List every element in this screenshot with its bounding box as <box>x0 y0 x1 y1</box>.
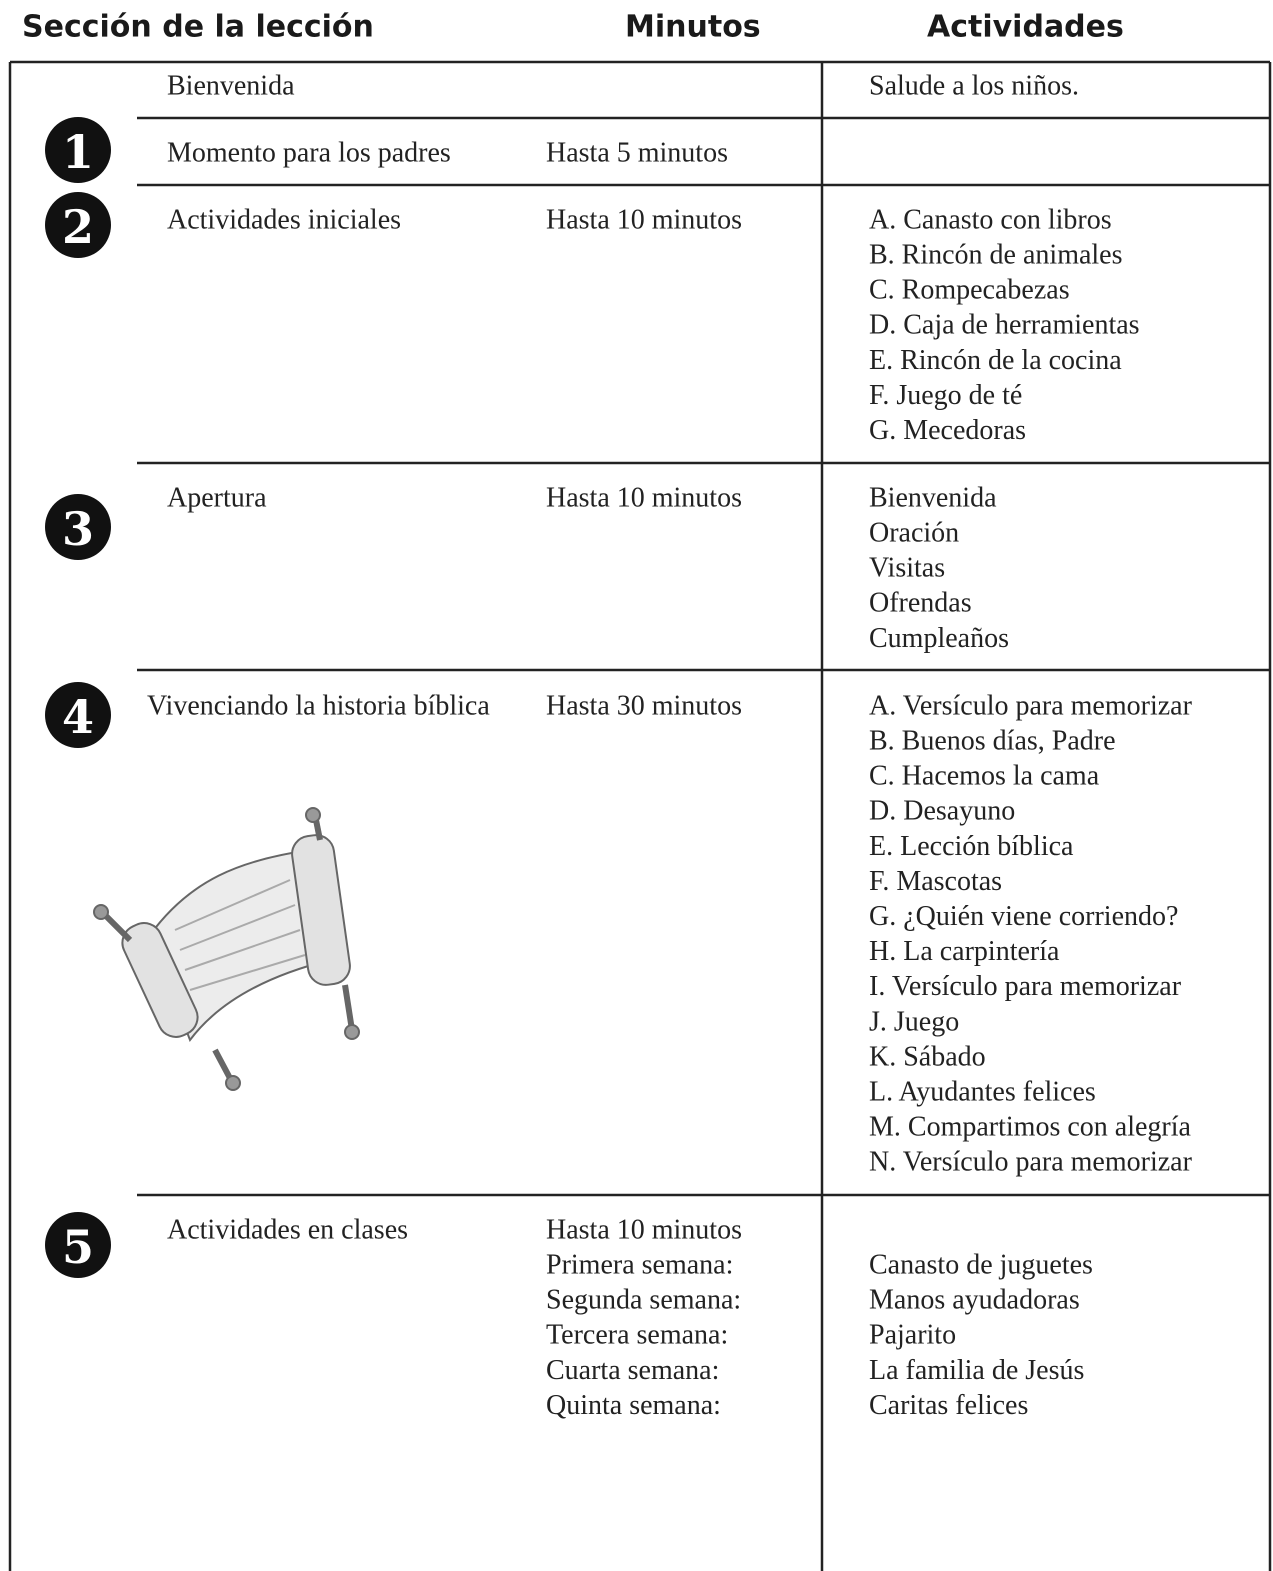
activity-line: B. Rincón de animales <box>869 240 1123 271</box>
activity-line: G. Mecedoras <box>869 415 1026 446</box>
activity-line: G. ¿Quién viene corriendo? <box>869 901 1178 932</box>
header-section: Sección de la lección <box>22 10 374 45</box>
activity-line: J. Juego <box>869 1006 959 1037</box>
section-name: Vivenciando la historia bíblica <box>147 690 490 721</box>
minutes-line: Primera semana: <box>546 1250 733 1281</box>
step-number: 3 <box>62 502 94 556</box>
step-badge <box>45 1212 111 1278</box>
activity-line: Caritas felices <box>869 1390 1028 1421</box>
activity-line: K. Sábado <box>869 1041 986 1072</box>
activity-line: L. Ayudantes felices <box>869 1077 1096 1108</box>
step-number: 4 <box>62 690 94 744</box>
section-name: Actividades en clases <box>167 1214 408 1245</box>
minutes-line: Hasta 10 minutos <box>546 1214 742 1245</box>
activity-line: E. Rincón de la cocina <box>869 345 1122 376</box>
table-frame <box>8 60 1272 1571</box>
minutes-line: Hasta 10 minutos <box>546 204 742 235</box>
activity-line: C. Hacemos la cama <box>869 761 1100 792</box>
activity-line: F. Juego de té <box>869 380 1022 411</box>
activity-line: Oración <box>869 518 959 549</box>
activity-line: Pajarito <box>869 1320 956 1351</box>
activity-line: Visitas <box>869 553 945 584</box>
activity-line: C. Rompecabezas <box>869 275 1070 306</box>
step-number: 1 <box>62 125 94 179</box>
header-activities: Actividades <box>927 10 1124 45</box>
step-badge <box>45 192 111 258</box>
activity-line: D. Desayuno <box>869 796 1015 827</box>
section-name: Bienvenida <box>167 70 295 101</box>
minutes-line: Tercera semana: <box>546 1320 728 1351</box>
step-number: 5 <box>62 1220 94 1274</box>
section-name: Actividades iniciales <box>167 204 401 235</box>
activity-line: Bienvenida <box>869 482 997 513</box>
activity-line: La familia de Jesús <box>869 1355 1084 1386</box>
activity-line: F. Mascotas <box>869 866 1002 897</box>
step-badge <box>45 117 111 183</box>
activity-line: A. Canasto con libros <box>869 204 1112 235</box>
scroll-illustration <box>93 807 360 1091</box>
activity-line: Manos ayudadoras <box>869 1285 1080 1316</box>
minutes-line: Hasta 5 minutos <box>546 137 728 168</box>
minutes-line: Quinta semana: <box>546 1390 721 1421</box>
minutes-line: Hasta 30 minutos <box>546 690 742 721</box>
activity-line: D. Caja de herramientas <box>869 310 1140 341</box>
activity-line: B. Buenos días, Padre <box>869 726 1116 757</box>
step-badge <box>45 682 111 748</box>
activity-line: Cumpleaños <box>869 623 1009 654</box>
section-name: Momento para los padres <box>167 137 451 168</box>
step-number: 2 <box>62 200 94 254</box>
section-name: Apertura <box>167 482 267 513</box>
minutes-line: Hasta 10 minutos <box>546 482 742 513</box>
activity-line: I. Versículo para memorizar <box>869 971 1182 1002</box>
activity-line: Canasto de juguetes <box>869 1250 1093 1281</box>
activity-line: Ofrendas <box>869 588 972 619</box>
step-badge <box>45 494 111 560</box>
activity-line: N. Versículo para memorizar <box>869 1147 1193 1178</box>
minutes-line: Segunda semana: <box>546 1285 741 1316</box>
activity-line: E. Lección bíblica <box>869 831 1074 862</box>
activity-line: M. Compartimos con alegría <box>869 1112 1192 1143</box>
header-minutes: Minutos <box>625 10 761 45</box>
minutes-line: Cuarta semana: <box>546 1355 719 1386</box>
activity-line: H. La carpintería <box>869 936 1060 967</box>
activity-line: Salude a los niños. <box>869 70 1079 101</box>
activity-line: A. Versículo para memorizar <box>869 690 1193 721</box>
